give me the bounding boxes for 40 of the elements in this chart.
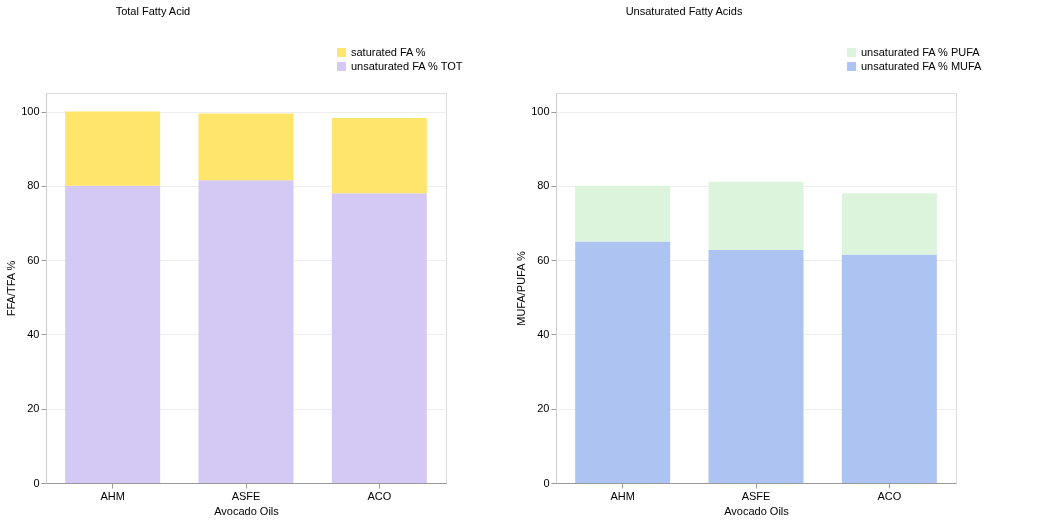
y-tick-label: 60 (537, 253, 550, 266)
y-tick-label: 40 (27, 327, 40, 340)
legend-label: unsaturated FA % PUFA (861, 45, 981, 58)
bar (708, 181, 804, 251)
bar (841, 254, 937, 483)
bar (65, 111, 161, 186)
y-tick-label: 0 (543, 476, 550, 489)
bar (575, 241, 671, 483)
bar (198, 113, 294, 181)
y-tick-label: 40 (537, 327, 550, 340)
legend-label: unsaturated FA % MUFA (861, 59, 983, 72)
x-tick-label: ACO (877, 489, 902, 502)
y-tick-label: 100 (531, 105, 550, 118)
y-tick-label: 20 (27, 402, 40, 415)
y-axis-title: FFA/TFA % (5, 260, 18, 317)
y-tick-label: 100 (21, 105, 40, 118)
x-tick-label: ASFE (741, 489, 771, 502)
chart-title: Total Fatty Acid (115, 5, 191, 17)
x-tick-label: AHM (100, 489, 125, 502)
y-tick-label: 20 (537, 402, 550, 415)
bar (841, 193, 937, 255)
legend-label: saturated FA % (351, 45, 426, 58)
bar (331, 193, 427, 483)
y-tick-label: 80 (27, 179, 40, 192)
y-axis-title: MUFA/PUFA % (515, 251, 528, 326)
x-tick-label: ASFE (231, 489, 261, 502)
x-tick-label: ACO (367, 489, 392, 502)
legend-label: unsaturated FA % TOT (351, 59, 463, 72)
chart-title: Unsaturated Fatty Acids (625, 5, 743, 17)
x-axis-title: Avocado Oils (214, 504, 280, 517)
x-tick-label: AHM (610, 489, 635, 502)
bar (65, 185, 161, 483)
bar (575, 185, 671, 242)
x-axis-title: Avocado Oils (724, 504, 790, 517)
bar (331, 117, 427, 194)
bar (198, 180, 294, 483)
y-tick-label: 60 (27, 253, 40, 266)
bar (708, 250, 804, 483)
y-tick-label: 80 (537, 179, 550, 192)
y-tick-label: 0 (33, 476, 40, 489)
